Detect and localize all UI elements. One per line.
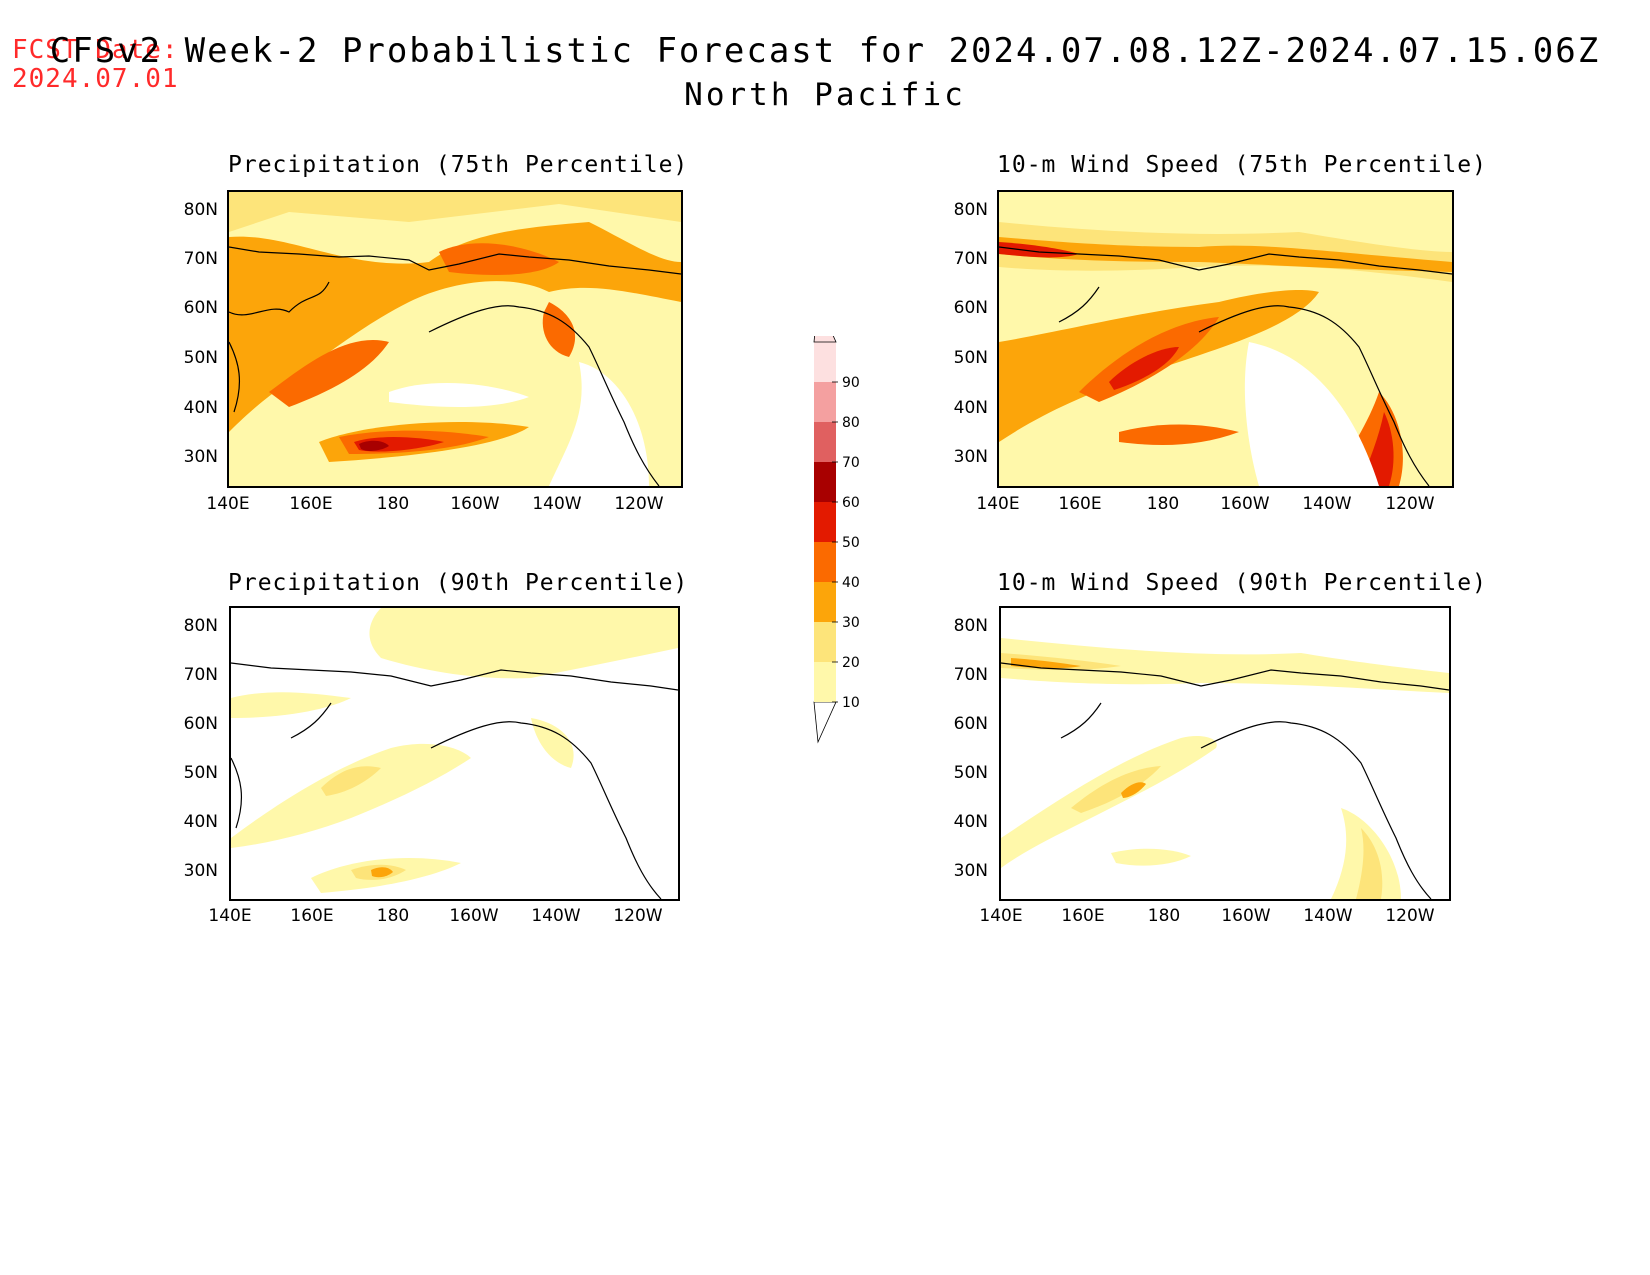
- colorbar-svg: 10 20 30 40 50 60 70 80 90: [813, 300, 860, 744]
- panel-title-wind-75: 10-m Wind Speed (75th Percentile): [997, 152, 1487, 178]
- lat-tick: 50N: [183, 763, 218, 783]
- lat-tick: 60N: [183, 298, 218, 318]
- lat-tick: 70N: [953, 665, 988, 685]
- lon-tick: 120W: [1385, 494, 1435, 514]
- colorbar-swatch: [814, 662, 836, 702]
- lon-tick: 160E: [1058, 494, 1102, 514]
- forecast-date: FCST Date: 2024.07.01: [12, 36, 179, 94]
- colorbar-swatch: [814, 382, 836, 422]
- lon-tick: 120W: [1385, 906, 1435, 926]
- colorbar-level-label: 80: [842, 415, 860, 431]
- lon-tick: 120W: [613, 906, 663, 926]
- fcst-date-value: 2024.07.01: [12, 64, 179, 94]
- lat-tick: 80N: [953, 200, 988, 220]
- colorbar-level-label: 20: [842, 655, 860, 671]
- colorbar-level-label: 90: [842, 375, 860, 391]
- lon-tick: 180: [1146, 494, 1180, 514]
- panel-title-precip-90: Precipitation (90th Percentile): [228, 570, 689, 596]
- colorbar-level-label: 50: [842, 535, 860, 551]
- colorbar-swatch: [814, 462, 836, 502]
- lon-tick: 140E: [208, 906, 252, 926]
- lon-tick: 160W: [1221, 906, 1271, 926]
- lon-tick: 160E: [290, 906, 334, 926]
- lon-tick: 140W: [531, 906, 581, 926]
- colorbar-level-label: 10: [842, 695, 860, 711]
- colorbar: 10 20 30 40 50 60 70 80 90: [806, 300, 886, 746]
- lon-tick: 180: [1147, 906, 1181, 926]
- colorbar-level-label: 70: [842, 455, 860, 471]
- colorbar-level-label: 60: [842, 495, 860, 511]
- lon-tick: 120W: [614, 494, 664, 514]
- lat-tick: 70N: [183, 665, 218, 685]
- lon-tick: 160W: [449, 906, 499, 926]
- lat-tick: 40N: [953, 398, 988, 418]
- colorbar-swatch: [814, 502, 836, 542]
- lat-tick: 60N: [953, 298, 988, 318]
- fcst-label: FCST Date:: [12, 35, 179, 65]
- region-subtitle: North Pacific: [684, 77, 966, 113]
- lat-tick: 50N: [953, 763, 988, 783]
- lat-tick: 80N: [953, 616, 988, 636]
- lat-tick: 50N: [183, 348, 218, 368]
- lat-tick: 60N: [953, 714, 988, 734]
- lon-tick: 140E: [206, 494, 250, 514]
- lon-tick: 160W: [450, 494, 500, 514]
- map-precip-90: [229, 606, 680, 901]
- colorbar-swatch: [814, 542, 836, 582]
- colorbar-level-label: 30: [842, 615, 860, 631]
- lat-tick: 80N: [183, 200, 218, 220]
- lat-tick: 40N: [183, 398, 218, 418]
- lat-tick: 30N: [183, 447, 218, 467]
- lat-tick: 30N: [953, 447, 988, 467]
- lon-tick: 140W: [532, 494, 582, 514]
- lon-tick: 160W: [1220, 494, 1270, 514]
- lat-tick: 30N: [953, 861, 988, 881]
- lat-tick: 50N: [953, 348, 988, 368]
- lon-tick: 160E: [289, 494, 333, 514]
- lat-tick: 80N: [183, 616, 218, 636]
- lon-tick: 180: [376, 494, 410, 514]
- map-precip-75: [227, 190, 683, 488]
- page-title: CFSv2 Week-2 Probabilistic Forecast for …: [49, 31, 1601, 71]
- colorbar-swatch: [814, 622, 836, 662]
- colorbar-upper-triangle: [813, 300, 837, 343]
- panel-title-precip-75: Precipitation (75th Percentile): [228, 152, 689, 178]
- lon-tick: 140E: [979, 906, 1023, 926]
- lon-tick: 140W: [1303, 906, 1353, 926]
- lat-tick: 60N: [183, 714, 218, 734]
- colorbar-swatch: [814, 422, 836, 462]
- panel-title-wind-90: 10-m Wind Speed (90th Percentile): [997, 570, 1487, 596]
- lon-tick: 160E: [1061, 906, 1105, 926]
- lon-tick: 180: [376, 906, 410, 926]
- colorbar-swatch: [814, 582, 836, 622]
- lat-tick: 70N: [183, 249, 218, 269]
- colorbar-lower-triangle: [813, 701, 837, 744]
- colorbar-swatch: [814, 342, 836, 382]
- lat-tick: 30N: [183, 861, 218, 881]
- lon-tick: 140E: [976, 494, 1020, 514]
- colorbar-level-label: 40: [842, 575, 860, 591]
- map-wind-90: [999, 606, 1451, 901]
- lat-tick: 70N: [953, 249, 988, 269]
- map-wind-75: [997, 190, 1454, 488]
- lon-tick: 140W: [1302, 494, 1352, 514]
- lat-tick: 40N: [183, 812, 218, 832]
- lat-tick: 40N: [953, 812, 988, 832]
